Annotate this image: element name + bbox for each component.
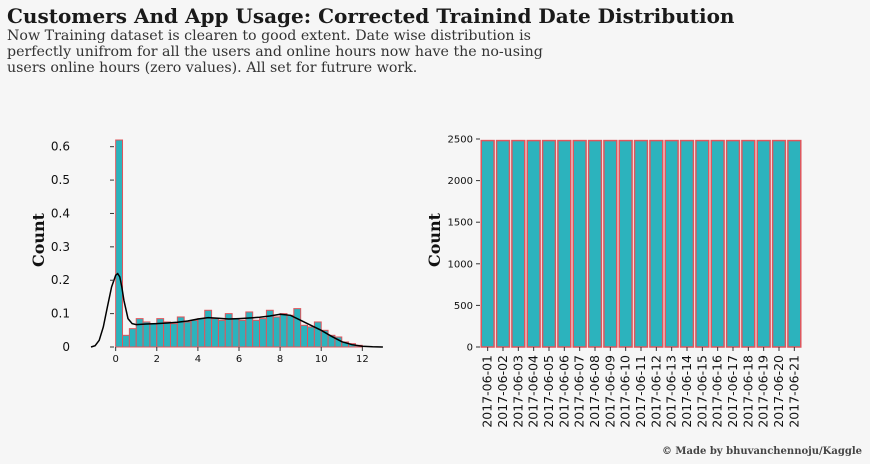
date-bar (664, 139, 679, 348)
page-title: Customers And App Usage: Corrected Train… (7, 4, 735, 28)
y-tick-label: 0 (467, 343, 473, 354)
date-bar (787, 139, 802, 348)
y-tick-label: 500 (454, 301, 473, 312)
date-bar (572, 139, 587, 348)
x-tick-label: 2017-06-19 (756, 355, 771, 428)
x-tick-label: 2017-06-12 (648, 355, 663, 428)
x-tick-label: 2017-06-04 (526, 355, 541, 428)
date-bar (526, 139, 541, 348)
hist-bar (252, 319, 261, 348)
hist-bar (211, 318, 219, 348)
x-tick-label: 4 (195, 354, 201, 365)
hist-bar (217, 319, 226, 348)
hist-bar (259, 318, 267, 348)
y-tick-label: 0 (62, 340, 70, 354)
date-bar (587, 139, 603, 348)
hist-bar (115, 139, 124, 348)
hist-bar (135, 318, 144, 348)
x-tick-label: 2017-06-07 (572, 355, 587, 428)
date-bar (495, 139, 511, 348)
date-bar (725, 139, 741, 348)
hist-bar (286, 314, 295, 348)
y-tick-label: 2500 (448, 135, 473, 146)
hist-bar (272, 316, 281, 348)
y-tick-label: 0.4 (51, 206, 70, 220)
x-tick-label: 2017-06-20 (771, 355, 786, 428)
date-bar (649, 139, 664, 348)
date-bar (618, 139, 633, 348)
date-bar (679, 139, 695, 348)
y-tick-label: 0.5 (51, 173, 70, 187)
x-tick-label: 2017-06-14 (679, 355, 694, 428)
x-tick-label: 2017-06-15 (694, 355, 709, 428)
hist-bar (293, 308, 302, 348)
date-bar (633, 139, 649, 348)
date-bar (603, 139, 618, 348)
hist-bar (122, 334, 130, 348)
hist-bar (307, 326, 315, 348)
left-ylabel: Count (29, 212, 48, 267)
x-tick-label: 2017-06-01 (480, 355, 495, 428)
x-tick-label: 0 (112, 354, 118, 365)
date-bar (756, 139, 771, 348)
date-bar (557, 139, 572, 348)
x-tick-label: 2017-06-11 (633, 355, 648, 428)
hist-bar (238, 319, 247, 348)
x-tick-label: 2017-06-17 (725, 355, 740, 428)
hist-bar (149, 323, 158, 348)
date-bar (541, 139, 557, 348)
x-tick-label: 2017-06-16 (710, 355, 725, 428)
kde-line (90, 272, 383, 348)
hist-bar (183, 321, 192, 348)
x-tick-label: 2017-06-03 (510, 355, 525, 428)
x-tick-label: 2017-06-13 (664, 355, 679, 428)
x-tick-label: 2017-06-05 (541, 355, 556, 428)
hist-bar (204, 309, 213, 348)
date-bar (695, 139, 710, 348)
date-bar-chart: 0 500 1000 1500 2000 2500 2017-06-01 2017-06-02… (448, 135, 802, 428)
x-tick-label: 2017-06-10 (618, 355, 633, 428)
x-tick-label: 2 (154, 354, 160, 365)
hist-bar (169, 323, 178, 348)
hist-bar (300, 324, 309, 348)
x-tick-label: 6 (236, 354, 242, 365)
x-tick-label: 8 (277, 354, 283, 365)
x-tick-label: 2017-06-08 (587, 355, 602, 428)
hist-bar (142, 321, 151, 348)
x-tick-label: 2017-06-09 (602, 355, 617, 428)
hist-bar (313, 321, 322, 348)
y-tick-label: 0.2 (51, 273, 70, 287)
x-tick-label: 10 (315, 354, 328, 365)
y-tick-label: 1000 (448, 259, 473, 270)
histogram-chart: 0 0.1 0.2 0.3 0.4 0.5 0.6 0 2 4 6 8 10 12 (51, 139, 383, 365)
right-ylabel: Count (425, 212, 444, 267)
date-bar (741, 139, 756, 348)
y-tick-label: 0.1 (51, 307, 70, 321)
x-tick-label: 2017-06-02 (495, 355, 510, 428)
hist-bar (190, 319, 199, 348)
y-tick-label: 2000 (448, 176, 473, 187)
hist-bar (231, 318, 240, 348)
date-bar (511, 139, 526, 348)
hist-bar (128, 328, 137, 348)
x-tick-label: 2017-06-18 (740, 355, 755, 428)
hist-bar (163, 321, 171, 348)
date-bar (480, 139, 495, 348)
y-tick-label: 1500 (448, 218, 473, 229)
y-tick-label: 0.3 (51, 240, 70, 254)
x-tick-label: 2017-06-06 (556, 355, 571, 428)
hist-bar (197, 318, 206, 348)
page-subtitle: Now Training dataset is clearen to good … (7, 28, 543, 76)
date-bar (710, 139, 725, 348)
x-tick-label: 12 (356, 354, 369, 365)
x-tick-label: 2017-06-21 (786, 355, 801, 428)
y-tick-label: 0.6 (51, 140, 70, 154)
hist-bar (279, 313, 288, 348)
date-bar (771, 139, 787, 348)
credit-text: © Made by bhuvanchennoju/Kaggle (661, 446, 862, 457)
